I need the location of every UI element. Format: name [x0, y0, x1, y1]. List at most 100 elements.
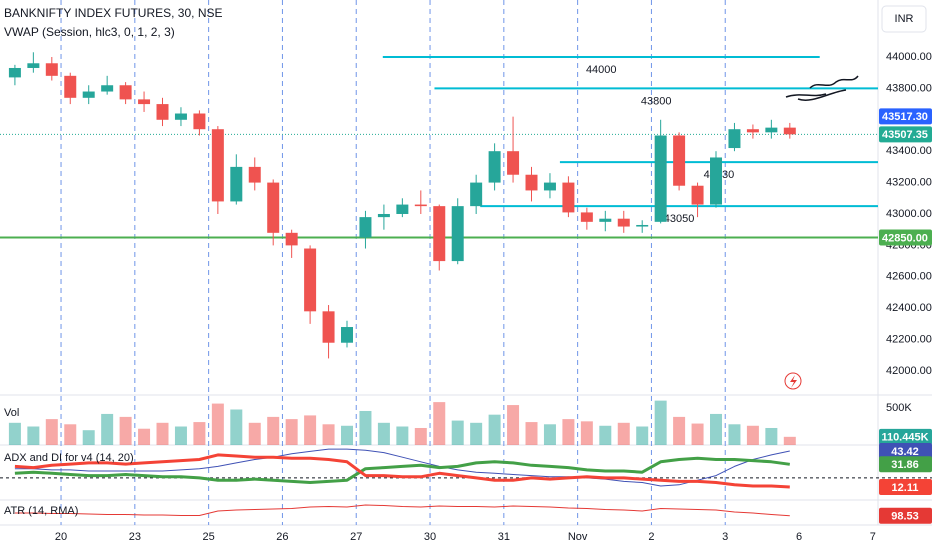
candle-body — [8, 67, 21, 78]
volume-bar — [783, 436, 796, 445]
x-tick-label: 25 — [203, 531, 215, 543]
volume-bar — [451, 420, 464, 445]
volume-bar — [8, 422, 21, 445]
y-tick-label: 43000.00 — [886, 208, 932, 220]
volume-bar — [248, 422, 261, 445]
volume-bar — [341, 425, 354, 445]
volume-bar — [64, 424, 77, 445]
x-tick-label: 6 — [796, 531, 802, 543]
y-tick-label: 43400.00 — [886, 145, 932, 157]
price-badge-label: 110.445K — [881, 432, 928, 444]
volume-bar — [728, 424, 741, 445]
candle-body — [783, 127, 796, 135]
candle-body — [414, 204, 427, 207]
y-tick-label: 44000.00 — [886, 51, 932, 63]
candle-body — [248, 166, 261, 183]
candle-body — [710, 157, 723, 205]
level-label: 43800 — [641, 95, 672, 107]
candle-body — [267, 182, 280, 233]
candle-body — [230, 166, 243, 202]
volume-bar — [193, 422, 206, 445]
volume-bar — [27, 426, 40, 445]
price-badge-label: 31.86 — [891, 459, 919, 471]
symbol-title: BANKNIFTY INDEX FUTURES, 30, NSE — [4, 6, 223, 20]
x-tick-label: Nov — [568, 531, 588, 543]
price-badge-label: 98.53 — [891, 511, 919, 523]
candle-body — [470, 182, 483, 207]
candle-body — [193, 113, 206, 130]
y-tick-label: 42200.00 — [886, 333, 932, 345]
volume-bar — [304, 415, 317, 445]
volume-bar — [507, 405, 520, 445]
candle-body — [138, 99, 151, 105]
y-tick-label: 43800.00 — [886, 82, 932, 94]
level-label: 43050 — [664, 213, 695, 225]
indicator-line — [14, 456, 791, 484]
candle-body — [636, 224, 649, 227]
volume-bar — [359, 410, 372, 445]
volume-bar — [765, 427, 778, 445]
volume-bar — [138, 428, 151, 445]
candle-body — [746, 129, 759, 133]
price-badge-label: 43.42 — [891, 446, 919, 458]
candle-body — [525, 174, 538, 191]
y-tick-label: 42600.00 — [886, 271, 932, 283]
y-tick-label: 43200.00 — [886, 176, 932, 188]
candle-body — [119, 85, 132, 100]
volume-bar — [396, 426, 409, 445]
indicator-line — [14, 504, 790, 517]
volume-bar — [488, 414, 501, 445]
volume-bar — [377, 422, 390, 445]
price-badge — [879, 108, 932, 125]
volume-bar — [673, 416, 686, 445]
indicator-line — [14, 453, 790, 489]
vwap-legend: VWAP (Session, hlc3, 0, 1, 2, 3) — [4, 25, 175, 39]
volume-bar — [211, 403, 224, 445]
x-tick-label: 23 — [129, 531, 141, 543]
candle-body — [359, 217, 372, 238]
candle-body — [654, 135, 667, 222]
price-badge — [879, 428, 932, 445]
volume-bar — [414, 427, 427, 445]
volume-bar — [636, 426, 649, 445]
hand-drawing — [785, 75, 859, 101]
volume-bar — [156, 422, 169, 445]
candle-body — [285, 232, 298, 246]
x-tick-label: 27 — [350, 531, 362, 543]
price-badge-label: 43507.35 — [882, 129, 928, 141]
currency-button[interactable] — [881, 5, 927, 33]
candle-body — [673, 135, 686, 186]
volume-bar — [82, 430, 95, 445]
volume-bar — [230, 409, 243, 445]
volume-bar — [322, 424, 335, 445]
volume-bar — [285, 419, 298, 445]
volume-bar — [45, 419, 58, 445]
x-tick-label: 31 — [498, 531, 510, 543]
volume-bar — [746, 425, 759, 445]
volume-bar — [470, 422, 483, 445]
volume-bar — [691, 423, 704, 445]
volume-bar — [101, 413, 114, 445]
candle-body — [27, 63, 40, 68]
volume-bar — [617, 422, 630, 445]
volume-bar — [119, 416, 132, 445]
pane-title: Vol — [4, 407, 19, 419]
currency-label[interactable]: INR — [895, 13, 914, 25]
y-tick-label: 500K — [886, 402, 912, 414]
price-badge — [879, 478, 932, 495]
volume-bar — [267, 416, 280, 445]
candle-body — [451, 206, 464, 262]
price-badge-label: 42850.00 — [882, 232, 928, 244]
x-tick-label: 30 — [424, 531, 436, 543]
candle-body — [728, 129, 741, 149]
volume-bar — [433, 402, 446, 445]
alert-bolt — [790, 375, 797, 388]
x-tick-label: 3 — [722, 531, 728, 543]
x-tick-label: 7 — [870, 531, 876, 543]
indicator-line — [14, 448, 790, 487]
candle-body — [174, 113, 187, 120]
candle-body — [617, 218, 630, 227]
candle-body — [304, 248, 317, 312]
price-badge — [879, 456, 932, 473]
